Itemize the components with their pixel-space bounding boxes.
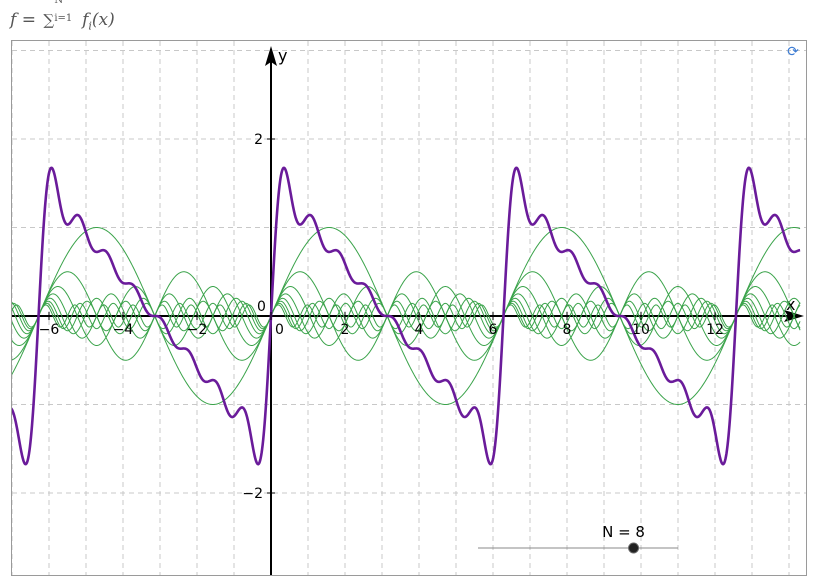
x-axis-label: x [786,295,795,314]
harmonic-curve-5 [12,297,801,335]
x-tick-label: 8 [563,322,572,338]
harmonic-curve-1 [12,226,801,406]
sum-curve-path [12,166,801,466]
slider-label: N = 8 [602,523,645,541]
n-slider[interactable]: N = 8 [478,523,678,554]
x-tick-label: 2 [341,322,350,338]
harmonic-curve-2 [12,271,801,361]
harmonic-curve-6 [12,300,801,332]
harmonic-curve-7 [12,302,801,330]
harmonic-curve-4 [12,293,801,339]
x-tick-label: 4 [415,322,424,338]
x-tick-label: 12 [706,322,724,338]
x-tick-label: −4 [113,322,134,338]
x-tick-label: 6 [489,322,498,338]
y-axis-arrow [265,46,277,66]
x-tick-label: 0 [275,322,284,338]
x-tick-label: −6 [39,322,60,338]
fourier-chart: xy −6 −4 −2 0 2 4 6 8 10 122−20 N = 8 [12,41,806,575]
origin-label: 0 [257,299,266,315]
formula-rhs: fi(x) [82,10,115,33]
harmonic-curve-8 [12,304,801,328]
refresh-icon[interactable]: ⟳ [787,44,799,60]
y-tick-label: −2 [242,486,263,502]
formula-lhs: f = [10,10,42,30]
harmonic-curve-3 [12,286,801,346]
x-tick-label: −2 [187,322,208,338]
sum-upper-limit: N [54,0,64,6]
sum-lower-limit: i=1 [54,13,73,24]
formula-rhs-subscript: i [88,19,92,33]
y-axis-label: y [278,46,287,65]
x-tick-label: 10 [632,322,650,338]
grid-lines [12,41,806,575]
slider-handle[interactable] [628,542,640,554]
axes: xy [12,46,804,575]
tick-labels: −6 −4 −2 0 2 4 6 8 10 12 2 −2 0 [39,132,724,502]
y-tick-label: 2 [254,132,263,148]
formula-rhs-arg: (x) [91,10,115,30]
harmonic-curves [12,226,801,406]
sum-curve [12,166,801,466]
